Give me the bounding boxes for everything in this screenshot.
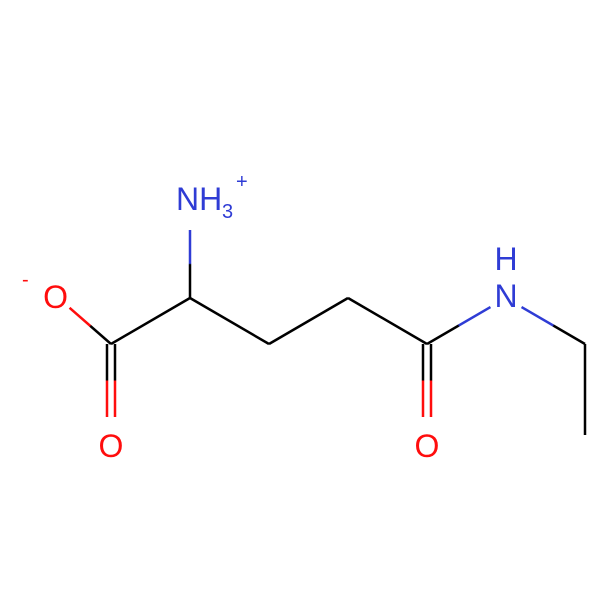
atom-label-O_dbl_left: O (99, 428, 124, 464)
atom-label-N_amide: N (494, 278, 517, 314)
svg-text:-: - (22, 269, 29, 291)
atom-label-O_dbl_right: O (415, 428, 440, 464)
atom-label-O_minus: O (43, 279, 68, 315)
atom-label-N_amide_H: H (494, 241, 517, 277)
atom-label-N_ammonium: NH (176, 181, 222, 217)
molecule-diagram: O-ONH3+ONH (0, 0, 600, 600)
svg-text:+: + (236, 171, 248, 193)
svg-text:3: 3 (222, 201, 233, 223)
